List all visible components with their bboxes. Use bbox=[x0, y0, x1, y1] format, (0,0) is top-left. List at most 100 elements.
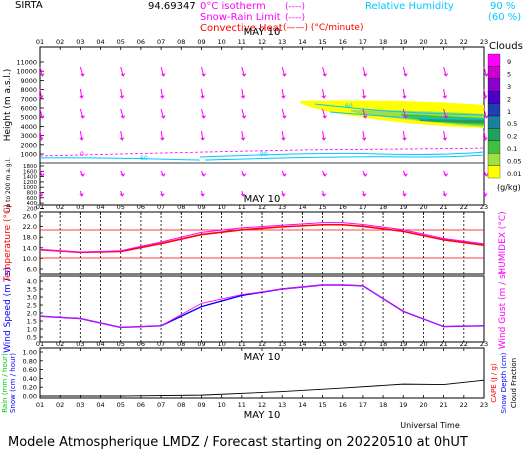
wind-arrow-head bbox=[363, 173, 368, 177]
x-tick-label: 06 bbox=[137, 203, 145, 211]
wind-arrow-head bbox=[241, 115, 247, 119]
wind-arrow bbox=[362, 66, 366, 77]
x-tick-label: 14 bbox=[298, 340, 306, 348]
precip-series-line bbox=[40, 379, 485, 397]
x-tick-label: 20 bbox=[419, 38, 427, 46]
wind-arrow bbox=[120, 88, 123, 99]
colorbar-label: 0.5 bbox=[507, 120, 517, 128]
x-tick-label: 05 bbox=[117, 38, 125, 46]
y-tick-label: 2000 bbox=[20, 141, 37, 149]
x-tick-label: 13 bbox=[278, 38, 286, 46]
y-tick-label: 8000 bbox=[20, 86, 37, 94]
y-tick-label: 5000 bbox=[20, 114, 37, 122]
wind-arrow-head bbox=[402, 137, 407, 141]
wind-arrow bbox=[241, 108, 245, 119]
y-tick-label: 1.5 bbox=[27, 318, 37, 326]
y-tick-label: 0.60 bbox=[23, 366, 37, 374]
x-tick-label: 01 bbox=[36, 401, 44, 409]
wind-arrow bbox=[160, 88, 164, 99]
x-tick-label: 04 bbox=[96, 38, 104, 46]
x-tick-label: 22 bbox=[460, 38, 468, 46]
colorbar-swatch bbox=[487, 165, 501, 179]
colorbar-swatch bbox=[487, 128, 501, 141]
y-tick-label: 0.40 bbox=[23, 375, 37, 383]
y-tick-label: 1000 bbox=[20, 151, 37, 159]
temp-series-line bbox=[39, 222, 485, 253]
wind-arrow bbox=[362, 88, 365, 99]
wind-arrow bbox=[483, 108, 487, 119]
wind-arrow-head bbox=[403, 115, 408, 119]
temp-series-line bbox=[39, 223, 485, 254]
wind-arrows bbox=[39, 66, 489, 197]
x-tick-label: 21 bbox=[439, 401, 447, 409]
wind-arrow-head bbox=[484, 73, 489, 77]
station-coords: 94.69347 bbox=[148, 1, 196, 12]
x-tick-label: 11 bbox=[238, 401, 246, 409]
wind-arrow-head bbox=[160, 95, 165, 99]
wind-arrow-head bbox=[200, 137, 205, 141]
wind-arrow-head bbox=[241, 173, 247, 177]
y-tick-label: 1.0 bbox=[27, 326, 37, 334]
wind-arrow bbox=[281, 130, 285, 141]
panel4-ylabel-right2: Snow Depth (cm) bbox=[500, 352, 508, 413]
y-tick-label: 3.5 bbox=[27, 286, 37, 294]
wind-lines bbox=[39, 284, 485, 329]
x-tick-label: 04 bbox=[96, 340, 104, 348]
y-tick-label: 3.0 bbox=[27, 294, 37, 302]
y-tick-label: 9000 bbox=[20, 77, 37, 85]
y-tick-label: 1600 bbox=[23, 169, 37, 175]
wind-arrow bbox=[241, 130, 244, 141]
x-tick-label: 13 bbox=[278, 401, 286, 409]
y-tick-label: 14.0 bbox=[23, 244, 37, 252]
wind-arrow-head bbox=[321, 95, 326, 99]
wind-arrow-head bbox=[120, 73, 126, 77]
colorbar-swatch bbox=[487, 103, 501, 117]
y-tick-label: 7000 bbox=[20, 95, 37, 103]
colorbar-swatch bbox=[487, 78, 501, 92]
wind-arrow-head bbox=[160, 193, 165, 197]
legend-isotherm-label: 0°C isotherm bbox=[200, 1, 266, 12]
wind-arrow bbox=[160, 130, 164, 141]
x-tick-label: 08 bbox=[177, 38, 185, 46]
wind-arrow-head bbox=[119, 137, 125, 141]
x-tick-label: 12 bbox=[258, 401, 266, 409]
panel1-title: MAY 10 bbox=[244, 27, 281, 38]
wind-arrow-head bbox=[281, 193, 286, 197]
y-tick-label: 1000 bbox=[23, 185, 37, 191]
humidity-contour-low2 bbox=[204, 154, 485, 161]
y-tick-label: 3000 bbox=[20, 132, 37, 140]
x-tick-label: 01 bbox=[36, 340, 44, 348]
wind-arrow-head bbox=[241, 73, 247, 77]
wind-arrow bbox=[200, 66, 205, 77]
colorbar-label: 9 bbox=[507, 58, 511, 66]
wind-arrow-head bbox=[402, 95, 407, 99]
x-tick-label: 02 bbox=[56, 203, 64, 211]
wind-arrow-head bbox=[403, 173, 408, 177]
x-tick-label: 22 bbox=[460, 340, 468, 348]
x-tick-label: 09 bbox=[197, 203, 205, 211]
wind-arrow-head bbox=[240, 95, 246, 99]
wind-arrow bbox=[120, 66, 124, 77]
x-tick-label: 02 bbox=[56, 340, 64, 348]
panel1-frame bbox=[39, 46, 485, 206]
wind-arrow bbox=[402, 130, 406, 141]
isotherm-label: 0 bbox=[80, 151, 84, 158]
x-tick-label: 16 bbox=[339, 340, 347, 348]
wind-arrow bbox=[79, 88, 83, 99]
x-tick-label: 13 bbox=[278, 340, 286, 348]
x-tick-label: 18 bbox=[379, 38, 387, 46]
wind-arrow bbox=[120, 130, 123, 141]
colorbar-swatch bbox=[487, 140, 501, 154]
legend-snowrain-sample: (----) bbox=[285, 13, 305, 23]
wind-arrow-head bbox=[321, 193, 326, 197]
wind-arrow-head bbox=[442, 137, 448, 141]
x-tick-label: 07 bbox=[157, 401, 165, 409]
x-tick-label: 05 bbox=[117, 401, 125, 409]
panel2-ylabel: Temperature (°C) bbox=[3, 204, 13, 283]
x-tick-label: 11 bbox=[238, 340, 246, 348]
x-tick-label: 10 bbox=[217, 203, 225, 211]
wind-arrow-head bbox=[240, 137, 246, 141]
x-tick-label: 04 bbox=[96, 203, 104, 211]
wind-arrow-head bbox=[80, 115, 85, 119]
